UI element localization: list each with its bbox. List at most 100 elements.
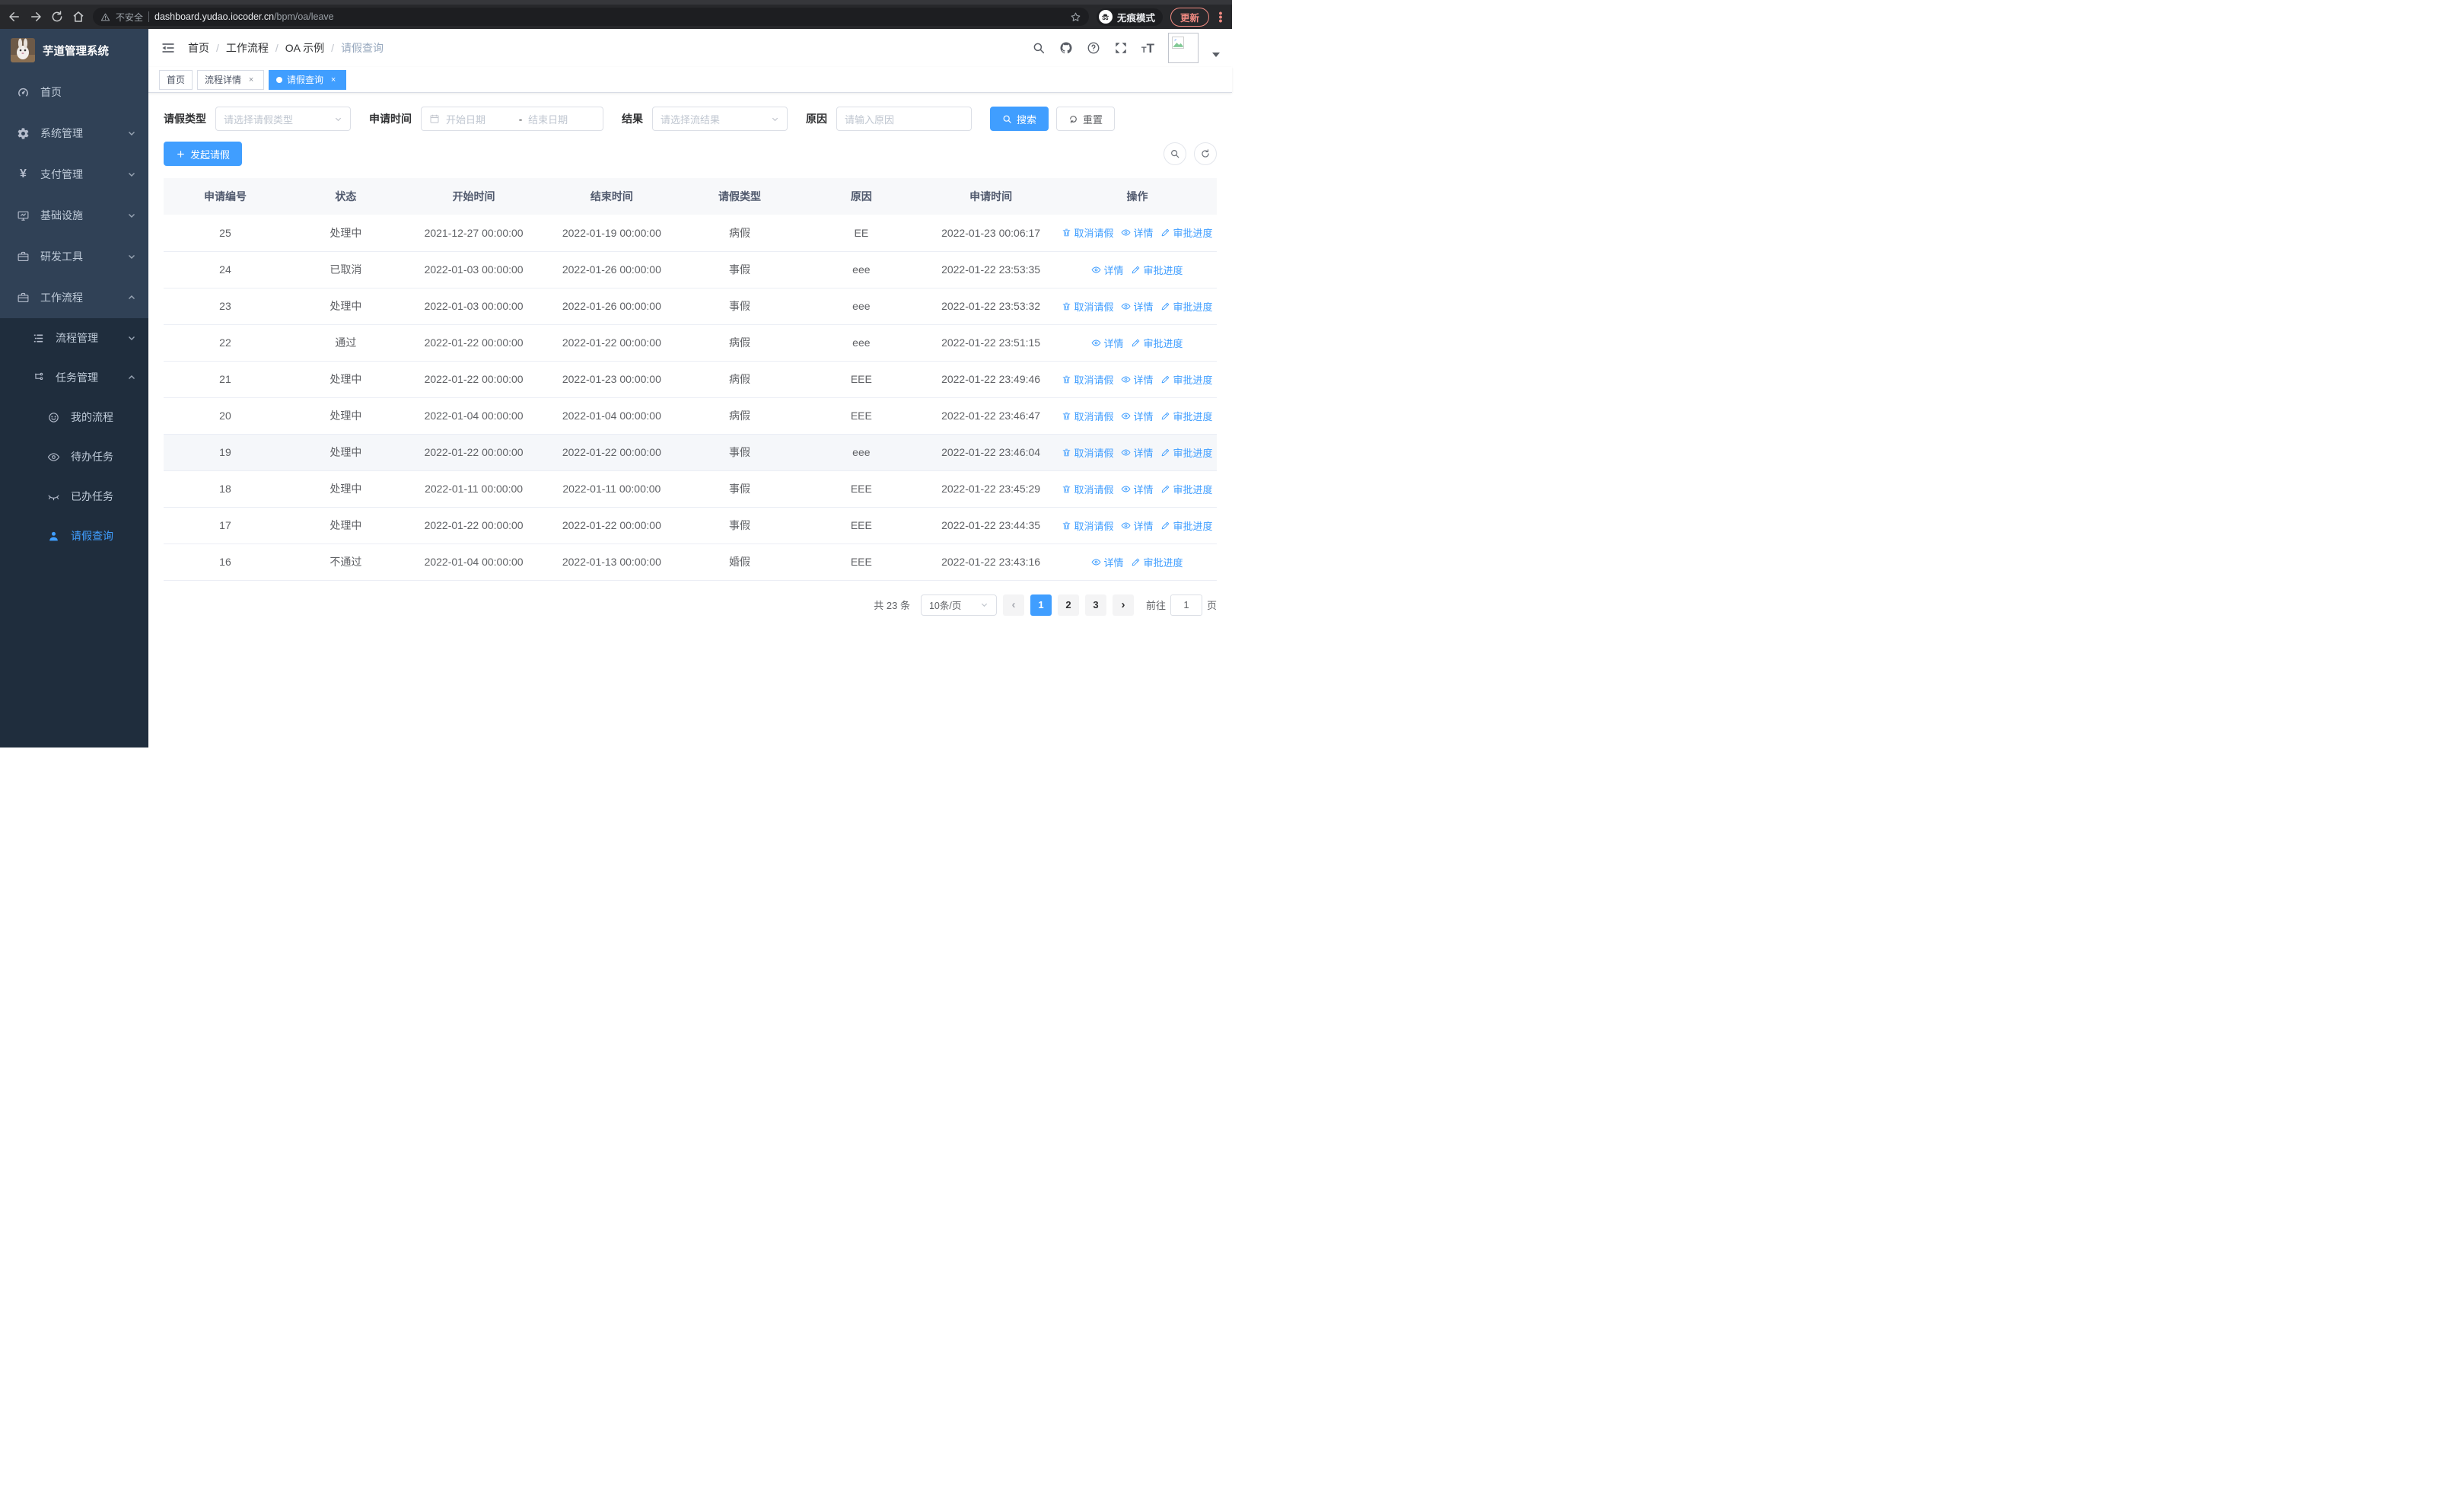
fullscreen-icon[interactable] — [1114, 41, 1128, 55]
refresh-table-button[interactable] — [1194, 142, 1217, 165]
bookmark-star-icon[interactable] — [1070, 11, 1081, 23]
sidebar-item-payment[interactable]: ¥ 支付管理 — [0, 154, 148, 195]
action-detail-link[interactable]: 详情 — [1091, 263, 1123, 277]
browser-menu-icon[interactable]: • • • — [1218, 6, 1223, 27]
close-icon[interactable]: × — [248, 75, 254, 84]
sidebar-item-dev-tools[interactable]: 研发工具 — [0, 236, 148, 277]
action-cancel-link[interactable]: 取消请假 — [1062, 482, 1113, 496]
action-cancel-link[interactable]: 取消请假 — [1062, 409, 1113, 423]
sidebar-item-process-management[interactable]: 流程管理 — [0, 318, 148, 358]
action-cancel-link[interactable]: 取消请假 — [1062, 299, 1113, 314]
action-detail-link[interactable]: 详情 — [1091, 555, 1123, 569]
table-row[interactable]: 20 处理中 2022-01-04 00:00:00 2022-01-04 00:00… — [164, 397, 1217, 435]
action-progress-link[interactable]: 审批进度 — [1160, 518, 1213, 533]
result-select[interactable]: 请选择流结果 — [652, 107, 788, 131]
back-icon[interactable] — [8, 10, 21, 24]
search-button[interactable]: 搜索 — [990, 107, 1049, 131]
url-bar[interactable]: 不安全 dashboard.yudao.iocoder.cn/bpm/oa/le… — [93, 8, 1089, 26]
action-detail-link[interactable]: 详情 — [1121, 299, 1153, 314]
action-detail-link[interactable]: 详情 — [1121, 518, 1153, 533]
date-end-input[interactable]: 结束日期 — [528, 113, 568, 126]
sidebar-item-todo-tasks[interactable]: 待办任务 — [0, 437, 148, 477]
sidebar-item-system[interactable]: 系统管理 — [0, 113, 148, 154]
table-row[interactable]: 22 通过 2022-01-22 00:00:00 2022-01-22 00:00:… — [164, 324, 1217, 362]
avatar-dropdown-caret[interactable] — [1212, 53, 1220, 57]
help-icon[interactable] — [1087, 41, 1100, 55]
toggle-search-button[interactable] — [1164, 142, 1186, 165]
action-detail-link[interactable]: 详情 — [1121, 445, 1153, 460]
table-row[interactable]: 17 处理中 2022-01-22 00:00:00 2022-01-22 00:00… — [164, 507, 1217, 544]
page-button-2[interactable]: 2 — [1057, 594, 1079, 616]
reset-button[interactable]: 重置 — [1056, 107, 1116, 131]
table-row[interactable]: 23 处理中 2022-01-03 00:00:00 2022-01-26 00:00… — [164, 288, 1217, 325]
search-icon[interactable] — [1032, 41, 1046, 55]
action-progress-link[interactable]: 审批进度 — [1160, 225, 1213, 240]
page-button-1[interactable]: 1 — [1030, 594, 1052, 616]
reload-icon[interactable] — [50, 10, 64, 24]
tag-home[interactable]: 首页 — [159, 69, 193, 90]
table-row[interactable]: 18 处理中 2022-01-11 00:00:00 2022-01-11 00:00… — [164, 470, 1217, 508]
table-row[interactable]: 19 处理中 2022-01-22 00:00:00 2022-01-22 00:00… — [164, 434, 1217, 471]
table-row[interactable]: 21 处理中 2022-01-22 00:00:00 2022-01-23 00:00… — [164, 361, 1217, 398]
action-progress-link[interactable]: 审批进度 — [1160, 482, 1213, 496]
sidebar-item-my-process[interactable]: 我的流程 — [0, 397, 148, 437]
table-row[interactable]: 25 处理中 2021-12-27 00:00:00 2022-01-19 00:00… — [164, 215, 1217, 252]
cell-end: 2022-01-13 00:00:00 — [543, 543, 681, 581]
col-actions: 操作 — [1057, 178, 1217, 215]
breadcrumb-workflow[interactable]: 工作流程 — [225, 42, 269, 54]
action-detail-link[interactable]: 详情 — [1121, 482, 1153, 496]
action-progress-link[interactable]: 审批进度 — [1131, 555, 1183, 569]
sidebar-item-infrastructure[interactable]: 基础设施 — [0, 195, 148, 236]
sidebar-logo[interactable]: 芋道管理系统 — [0, 29, 148, 72]
action-progress-link[interactable]: 审批进度 — [1160, 409, 1213, 423]
reason-input[interactable]: 请输入原因 — [836, 107, 972, 131]
action-progress-link[interactable]: 审批进度 — [1160, 299, 1213, 314]
apply-time-label: 申请时间 — [369, 113, 412, 125]
action-cancel-link[interactable]: 取消请假 — [1062, 372, 1113, 387]
table-row[interactable]: 24 已取消 2022-01-03 00:00:00 2022-01-26 00:00… — [164, 251, 1217, 288]
tag-process-detail[interactable]: 流程详情 × — [197, 69, 265, 90]
window-top-strip — [0, 0, 1232, 5]
sidebar-item-done-tasks[interactable]: 已办任务 — [0, 477, 148, 516]
cell-id: 19 — [164, 434, 287, 471]
reason-label: 原因 — [806, 113, 827, 125]
browser-update-button[interactable]: 更新 — [1170, 7, 1209, 27]
sidebar-item-leave-query[interactable]: 请假查询 — [0, 516, 148, 556]
table-row[interactable]: 16 不通过 2022-01-04 00:00:00 2022-01-13 00:00… — [164, 543, 1217, 581]
date-start-input[interactable]: 开始日期 — [446, 113, 486, 126]
breadcrumb-home[interactable]: 首页 — [188, 42, 209, 54]
action-progress-link[interactable]: 审批进度 — [1160, 445, 1213, 460]
avatar[interactable] — [1168, 33, 1199, 63]
action-detail-link[interactable]: 详情 — [1121, 372, 1153, 387]
sidebar-item-home[interactable]: 首页 — [0, 72, 148, 113]
home-icon[interactable] — [72, 10, 85, 24]
create-leave-button[interactable]: 发起请假 — [164, 142, 243, 166]
breadcrumb-oa-example[interactable]: OA 示例 — [285, 42, 325, 54]
cell-type: 事假 — [680, 434, 799, 471]
next-page-button[interactable]: › — [1112, 594, 1134, 616]
action-cancel-link[interactable]: 取消请假 — [1062, 445, 1113, 460]
action-detail-link[interactable]: 详情 — [1121, 225, 1153, 240]
leave-type-select[interactable]: 请选择请假类型 — [215, 107, 351, 131]
sidebar-item-workflow[interactable]: 工作流程 — [0, 277, 148, 318]
goto-page-input[interactable] — [1170, 594, 1202, 616]
tag-leave-query[interactable]: 请假查询 × — [269, 69, 347, 90]
sidebar-item-task-management[interactable]: 任务管理 — [0, 358, 148, 397]
github-icon[interactable] — [1059, 41, 1073, 55]
browser-toolbar: 不安全 dashboard.yudao.iocoder.cn/bpm/oa/le… — [0, 5, 1232, 29]
action-detail-link[interactable]: 详情 — [1091, 336, 1123, 350]
action-progress-link[interactable]: 审批进度 — [1160, 372, 1213, 387]
sidebar-collapse-icon[interactable] — [161, 40, 176, 56]
action-cancel-link[interactable]: 取消请假 — [1062, 518, 1113, 533]
action-detail-link[interactable]: 详情 — [1121, 409, 1153, 423]
forward-icon[interactable] — [29, 10, 43, 24]
close-icon[interactable]: × — [330, 75, 336, 84]
page-button-3[interactable]: 3 — [1084, 594, 1106, 616]
prev-page-button[interactable]: ‹ — [1002, 594, 1024, 616]
action-progress-link[interactable]: 审批进度 — [1131, 336, 1183, 350]
action-cancel-link[interactable]: 取消请假 — [1062, 225, 1113, 240]
action-progress-link[interactable]: 审批进度 — [1131, 263, 1183, 277]
apply-time-range-picker[interactable]: 开始日期 - 结束日期 — [421, 107, 603, 131]
page-size-select[interactable]: 10条/页 — [920, 594, 997, 616]
